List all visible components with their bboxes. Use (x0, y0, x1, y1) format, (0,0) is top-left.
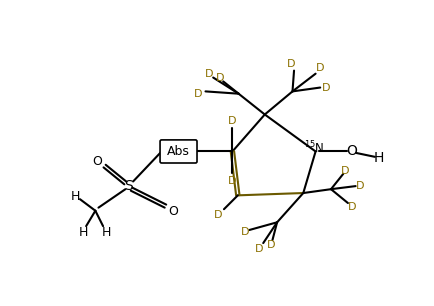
Text: D: D (228, 176, 237, 186)
Text: Abs: Abs (167, 145, 190, 158)
Text: D: D (287, 59, 295, 69)
Text: D: D (266, 240, 275, 250)
Text: D: D (342, 166, 350, 176)
Text: D: D (216, 73, 224, 83)
Text: D: D (240, 227, 249, 237)
FancyBboxPatch shape (160, 140, 197, 163)
Text: H: H (374, 151, 384, 165)
Text: D: D (194, 89, 202, 99)
Text: D: D (205, 69, 214, 79)
Text: S: S (124, 179, 133, 193)
Text: D: D (316, 63, 325, 73)
Text: H: H (71, 190, 80, 203)
Text: D: D (322, 83, 331, 92)
Text: O: O (168, 205, 178, 218)
Text: O: O (346, 144, 357, 159)
Text: H: H (79, 226, 88, 239)
Text: O: O (92, 155, 102, 168)
Text: D: D (214, 210, 223, 220)
Text: $^{15}$N: $^{15}$N (304, 140, 324, 157)
Text: D: D (356, 181, 365, 191)
Text: D: D (228, 116, 237, 126)
Text: D: D (348, 202, 356, 212)
Text: H: H (102, 226, 111, 239)
Text: D: D (255, 244, 263, 254)
